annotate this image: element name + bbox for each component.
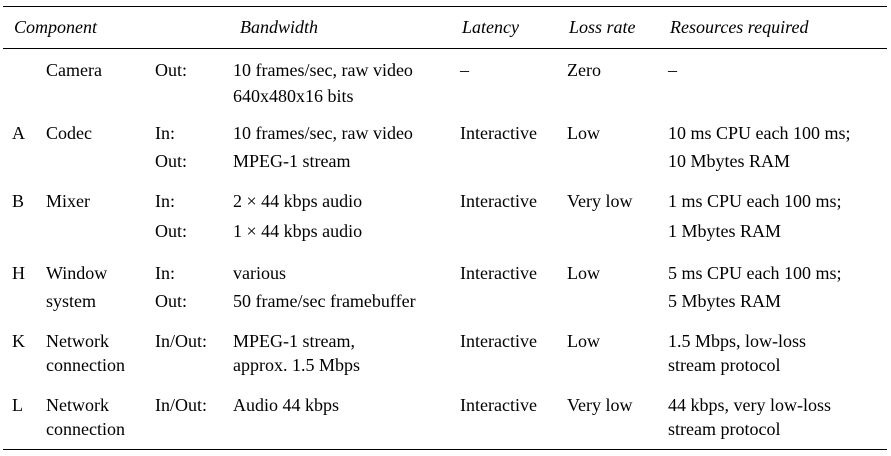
row-resources: 1.5 Mbps, low-loss	[668, 331, 807, 351]
row-component: Mixer	[46, 191, 90, 211]
row-id: A	[12, 123, 25, 143]
row-bandwidth: Audio 44 kbps	[233, 395, 340, 415]
row-component: Network	[46, 331, 109, 351]
table-header-rule	[3, 48, 887, 49]
row-loss-rate: Low	[567, 331, 600, 351]
header-component: Component	[14, 17, 97, 37]
row-bandwidth: 10 frames/sec, raw video	[233, 123, 413, 143]
row-bandwidth: MPEG-1 stream,	[233, 331, 355, 351]
header-resources: Resources required	[670, 17, 809, 37]
row-resources: stream protocol	[668, 355, 781, 375]
row-direction: In/Out:	[155, 331, 207, 351]
row-id: K	[12, 331, 25, 351]
row-component: Network	[46, 395, 109, 415]
row-direction: In:	[155, 263, 175, 283]
table-top-rule	[3, 6, 887, 8]
row-loss-rate: Very low	[567, 191, 633, 211]
row-direction: Out:	[155, 60, 188, 80]
row-component: system	[46, 291, 97, 311]
row-component: connection	[46, 419, 125, 439]
row-loss-rate: Low	[567, 263, 600, 283]
row-direction: Out:	[155, 291, 188, 311]
row-direction: Out:	[155, 221, 188, 241]
row-latency: –	[460, 60, 469, 80]
row-resources: 1 ms CPU each 100 ms;	[668, 191, 842, 211]
row-loss-rate: Zero	[567, 60, 601, 80]
row-direction: In:	[155, 191, 175, 211]
row-resources: 5 Mbytes RAM	[668, 291, 782, 311]
row-component: Codec	[46, 123, 92, 143]
row-resources: –	[668, 60, 677, 80]
row-bandwidth: MPEG-1 stream	[233, 151, 351, 171]
row-id: L	[12, 395, 23, 415]
row-latency: Interactive	[460, 395, 537, 415]
row-bandwidth: approx. 1.5 Mbps	[233, 355, 360, 375]
row-component: Window	[46, 263, 108, 283]
row-loss-rate: Low	[567, 123, 600, 143]
row-resources: 44 kbps, very low-loss	[668, 395, 831, 415]
row-bandwidth: 10 frames/sec, raw video	[233, 60, 413, 80]
row-bandwidth: 640x480x16 bits	[233, 86, 354, 106]
row-component: connection	[46, 355, 125, 375]
row-bandwidth: 2 × 44 kbps audio	[233, 191, 363, 211]
row-bandwidth: various	[233, 263, 286, 283]
row-loss-rate: Very low	[567, 395, 633, 415]
row-bandwidth: 1 × 44 kbps audio	[233, 221, 363, 241]
table-bottom-rule	[3, 449, 887, 451]
row-id: B	[12, 191, 25, 211]
row-resources: 10 ms CPU each 100 ms;	[668, 123, 851, 143]
row-resources: 10 Mbytes RAM	[668, 151, 791, 171]
row-id: H	[12, 263, 25, 283]
row-resources: 1 Mbytes RAM	[668, 221, 782, 241]
header-loss-rate: Loss rate	[569, 17, 636, 37]
row-component: Camera	[46, 60, 102, 80]
row-resources: 5 ms CPU each 100 ms;	[668, 263, 842, 283]
row-latency: Interactive	[460, 263, 537, 283]
row-latency: Interactive	[460, 191, 537, 211]
row-direction: In:	[155, 123, 175, 143]
header-bandwidth: Bandwidth	[240, 17, 319, 37]
row-latency: Interactive	[460, 123, 537, 143]
row-bandwidth: 50 frame/sec framebuffer	[233, 291, 416, 311]
row-direction: In/Out:	[155, 395, 207, 415]
header-latency: Latency	[462, 17, 519, 37]
row-direction: Out:	[155, 151, 188, 171]
row-latency: Interactive	[460, 331, 537, 351]
row-resources: stream protocol	[668, 419, 781, 439]
